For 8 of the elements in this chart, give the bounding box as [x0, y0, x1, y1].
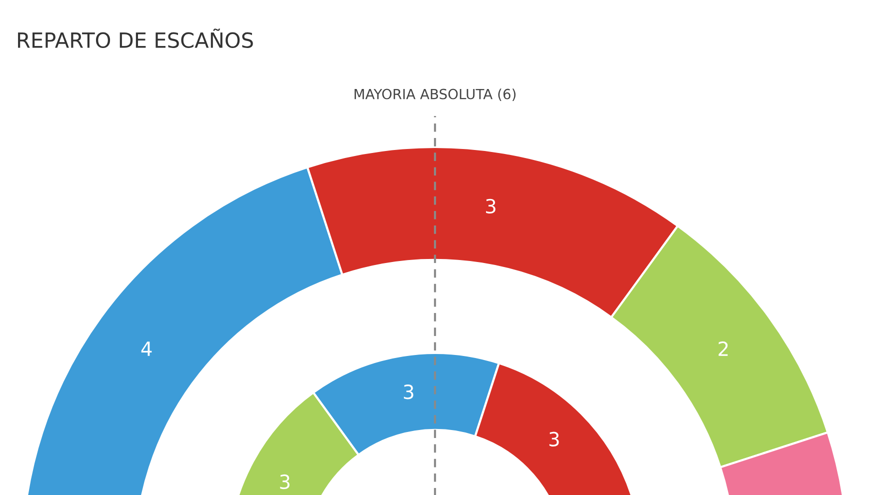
data-label: 3: [280, 474, 290, 490]
data-label: 3: [486, 198, 496, 214]
data-label: 2: [718, 341, 728, 356]
data-label: 3: [549, 432, 559, 446]
chart-title: REPARTO DE ESCAÑOS: [18, 28, 253, 48]
data-label: 4: [141, 342, 152, 356]
text: MAYORIA ABSOLUTA (6): [354, 88, 516, 101]
data-label: 3: [404, 384, 414, 400]
